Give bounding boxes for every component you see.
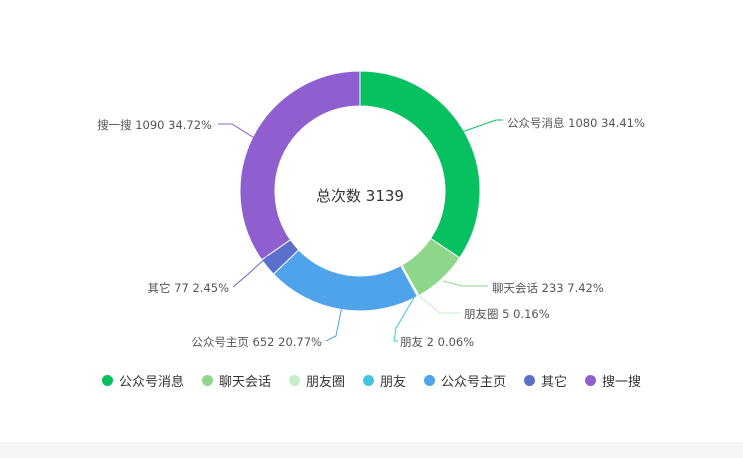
legend-item-5[interactable]: 其它 (524, 371, 567, 390)
slices-group (239, 70, 481, 312)
slice-labels-group: 公众号消息 1080 34.41% 聊天会话 233 7.42% 朋友圈 5 0.1… (97, 116, 645, 349)
leader-line-3 (393, 295, 416, 342)
chart-card: 公众号消息 1080 34.41% 聊天会话 233 7.42% 朋友圈 5 0.1… (0, 70, 743, 392)
legend-dot-icon (288, 374, 300, 386)
leader-line-1 (442, 280, 488, 287)
legend-label: 公众号消息 (118, 374, 184, 390)
legend-dot-icon (424, 374, 435, 386)
legend-dot-icon (201, 374, 213, 386)
slice-6[interactable] (239, 70, 361, 261)
legend-item-2[interactable]: 朋友圈 (288, 371, 345, 390)
leader-line-6 (218, 123, 257, 140)
slice-label-6: 搜一搜 1090 34.72% (97, 118, 212, 132)
leader-line-2 (417, 294, 460, 314)
slice-0[interactable] (359, 70, 481, 259)
leader-line-0 (461, 119, 503, 133)
legend-item-1[interactable]: 聊天会话 (201, 371, 271, 390)
leader-lines-group (218, 119, 503, 342)
legend-item-0[interactable]: 公众号消息 (101, 371, 184, 390)
legend-label: 公众号主页 (441, 374, 507, 390)
legend-item-6[interactable]: 搜一搜 (585, 371, 641, 390)
legend-label: 聊天会话 (218, 374, 271, 390)
leader-line-5 (232, 255, 269, 288)
legend-label: 其它 (541, 374, 568, 390)
legend-dot-icon (524, 374, 536, 386)
center-total-label: 总次数 3139 (316, 187, 404, 205)
chart-legend: 公众号消息 聊天会话 朋友圈 朋友 公众号主页 其它 搜一搜 (0, 368, 743, 392)
legend-dot-icon (362, 374, 374, 386)
donut-chart: 公众号消息 1080 34.41% 聊天会话 233 7.42% 朋友圈 5 0.1… (97, 70, 645, 349)
slice-label-1: 聊天会话 233 7.42% (492, 281, 604, 295)
legend-dot-icon (585, 374, 597, 386)
slice-label-3: 朋友 2 0.06% (400, 335, 474, 349)
legend-label: 搜一搜 (602, 374, 642, 390)
legend-item-4[interactable]: 公众号主页 (424, 371, 506, 390)
slice-label-4: 公众号主页 652 20.77% (191, 335, 322, 349)
bottom-bar (0, 442, 743, 458)
legend-item-3[interactable]: 朋友 (362, 371, 406, 390)
legend-label: 朋友 (379, 374, 406, 390)
leader-line-4 (325, 305, 343, 342)
slice-label-5: 其它 77 2.45% (148, 281, 230, 295)
slice-4[interactable] (272, 249, 419, 312)
slice-label-2: 朋友圈 5 0.16% (464, 307, 550, 321)
legend-label: 朋友圈 (305, 374, 345, 390)
slice-label-0: 公众号消息 1080 34.41% (507, 116, 645, 130)
legend-dot-icon (101, 374, 113, 386)
